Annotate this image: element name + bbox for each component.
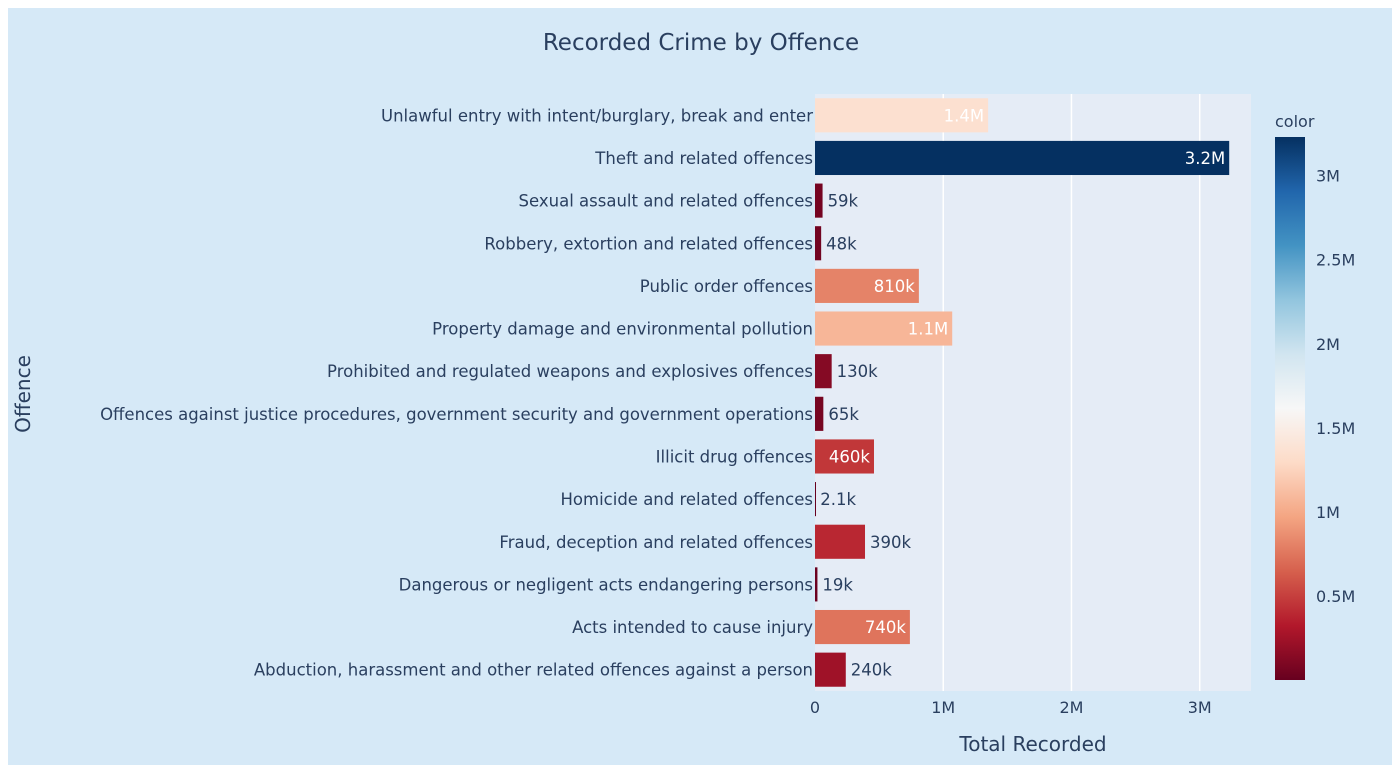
colorbar-tick-label: 0.5M	[1316, 587, 1355, 606]
plot-area	[815, 94, 1251, 691]
bar-value-label: 19k	[822, 575, 853, 594]
bar-value-label: 2.1k	[820, 490, 856, 509]
bar-value-label: 65k	[828, 405, 859, 424]
category-label: Theft and related offences	[594, 149, 813, 168]
x-tick-label: 0	[810, 698, 820, 717]
x-tick-label: 2M	[1059, 698, 1083, 717]
x-tick-label: 1M	[931, 698, 955, 717]
category-label: Illicit drug offences	[656, 447, 813, 466]
category-label: Abduction, harassment and other related …	[254, 661, 813, 680]
bar-value-label: 240k	[851, 661, 892, 680]
gridlines	[942, 94, 1201, 691]
value-labels: 1.4M 3.2M 59k 48k 810k 1.1M 130k 65k 460k 2.1k 390…	[820, 106, 1225, 679]
colorbar-title: color	[1275, 112, 1315, 131]
bar	[815, 567, 818, 602]
bar-value-label: 130k	[837, 362, 878, 381]
bar	[815, 354, 832, 389]
x-axis-ticks: 0 1M 2M 3M	[810, 698, 1212, 717]
bars	[815, 98, 1230, 687]
bar	[815, 311, 953, 346]
colorbar-tick-label: 2M	[1316, 335, 1340, 354]
category-label: Offences against justice procedures, gov…	[100, 405, 813, 424]
category-label: Unlawful entry with intent/burglary, bre…	[381, 106, 813, 125]
category-label: Robbery, extortion and related offences	[484, 234, 813, 253]
chart-svg: Recorded Crime by Offence Unlawful entry…	[11, 30, 1355, 756]
bar	[815, 439, 874, 474]
y-axis-label: Offence	[11, 355, 35, 433]
bar	[815, 609, 910, 645]
bar-value-label: 48k	[826, 234, 857, 253]
bar-value-label: 1.4M	[944, 106, 984, 125]
chart-title: Recorded Crime by Offence	[543, 30, 859, 56]
bar-value-label: 460k	[829, 447, 870, 466]
bar	[815, 183, 823, 218]
category-labels: Unlawful entry with intent/burglary, bre…	[100, 106, 813, 679]
bar	[815, 226, 822, 261]
category-label: Prohibited and regulated weapons and exp…	[327, 362, 813, 381]
category-label: Fraud, deception and related offences	[499, 533, 813, 552]
bar-value-label: 740k	[865, 618, 906, 637]
bar	[815, 98, 989, 133]
bar-value-label: 390k	[870, 533, 911, 552]
bar	[815, 396, 824, 431]
bar	[815, 268, 919, 303]
category-label: Sexual assault and related offences	[519, 192, 813, 211]
category-label: Homicide and related offences	[561, 490, 813, 509]
chart-container: Recorded Crime by Offence Unlawful entry…	[8, 8, 1392, 765]
colorbar-tick-label: 1.5M	[1316, 419, 1355, 438]
colorbar-scale	[1275, 137, 1305, 680]
category-label: Property damage and environmental pollut…	[432, 320, 813, 339]
bar-value-label: 1.1M	[908, 320, 948, 339]
colorbar-tick-label: 2.5M	[1316, 251, 1355, 270]
x-tick-label: 3M	[1188, 698, 1212, 717]
colorbar-tick-label: 3M	[1316, 167, 1340, 186]
bar	[815, 524, 866, 559]
bar-value-label: 810k	[874, 277, 915, 296]
colorbar-tick-label: 1M	[1316, 503, 1340, 522]
category-label: Dangerous or negligent acts endangering …	[399, 575, 813, 594]
colorbar-ticks: 0.5M 1M 1.5M 2M 2.5M 3M	[1316, 167, 1355, 606]
bar-value-label: 3.2M	[1185, 149, 1225, 168]
category-label: Acts intended to cause injury	[572, 618, 813, 637]
bar	[815, 652, 846, 687]
category-label: Public order offences	[640, 277, 813, 296]
bar	[815, 482, 816, 517]
colorbar: color 0.5M 1M 1.5M 2M 2.5M 3M	[1275, 112, 1355, 680]
bar-value-label: 59k	[828, 192, 859, 211]
x-axis-label: Total Recorded	[958, 732, 1106, 756]
bar	[815, 140, 1230, 176]
